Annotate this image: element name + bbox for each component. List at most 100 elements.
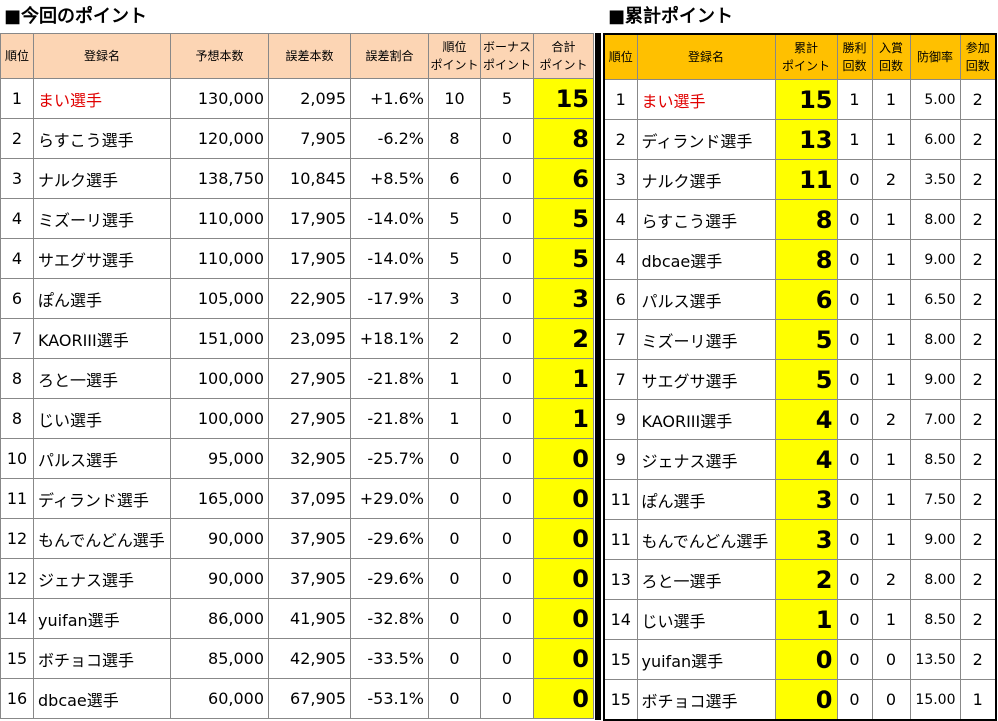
column-header: 順位 — [0, 33, 34, 79]
cell: ろと一選手 — [33, 358, 171, 399]
cell: ミズーリ選手 — [33, 198, 171, 239]
table-row: 8 ろと一選手 100,000 27,905 -21.8% 1 0 1 — [0, 358, 594, 399]
cell: dbcae選手 — [636, 239, 776, 280]
cell: -17.9% — [350, 278, 429, 319]
cell: 1 — [603, 79, 638, 120]
header-text: 入賞 — [878, 41, 903, 55]
table-row: 4 サエグサ選手 110,000 17,905 -14.0% 5 0 5 — [0, 238, 594, 279]
cell: 0 — [871, 639, 911, 680]
total-points: 0 — [533, 478, 594, 519]
cell: 0 — [480, 478, 534, 519]
column-header: 累計 ポイント — [774, 33, 838, 80]
cell: 1 — [871, 439, 911, 480]
cell: 0 — [480, 318, 534, 359]
cell: まい選手 — [636, 79, 776, 120]
cell: 100,000 — [170, 358, 269, 399]
column-header: 勝利 回数 — [836, 33, 873, 80]
cell: 110,000 — [170, 238, 269, 279]
cell: 0 — [428, 558, 481, 599]
total-points: 0 — [533, 598, 594, 639]
cell: ミズーリ選手 — [636, 319, 776, 360]
cell: 5 — [480, 78, 534, 119]
cell: 12 — [0, 558, 34, 599]
total-points: 1 — [774, 599, 838, 640]
table-row: 1 まい選手 130,000 2,095 +1.6% 10 5 15 — [0, 78, 594, 119]
cell: 6 — [0, 278, 34, 319]
table-row: 15 ボチョコ選手 85,000 42,905 -33.5% 0 0 0 — [0, 638, 594, 679]
cell: らすこう選手 — [33, 118, 171, 159]
cell: 8.50 — [909, 599, 961, 640]
cell: ディランド選手 — [33, 478, 171, 519]
cell: 0 — [836, 319, 873, 360]
header-text: 防御率 — [916, 50, 953, 64]
cell: KAORIII選手 — [33, 318, 171, 359]
cell: 7,905 — [268, 118, 351, 159]
table-row: 16 dbcae選手 60,000 67,905 -53.1% 0 0 0 — [0, 678, 594, 719]
header-row: 順位 登録名 累計 ポイント 勝利 回数 入賞 回数 防御率 参加 回数 — [603, 33, 997, 80]
table-row: 1 まい選手 15 1 1 5.00 2 — [603, 79, 997, 120]
cell: 4 — [0, 198, 34, 239]
cell: 1 — [871, 479, 911, 520]
cell: -14.0% — [350, 198, 429, 239]
table-row: 4 ミズーリ選手 110,000 17,905 -14.0% 5 0 5 — [0, 198, 594, 239]
cell: 32,905 — [268, 438, 351, 479]
cell: 0 — [428, 478, 481, 519]
cell: 2 — [871, 159, 911, 200]
cell: 37,905 — [268, 558, 351, 599]
current-points-table: 順位 登録名 予想本数 誤差本数 誤差割合 順位 ポイント ボーナス ポイント 合計 ポイント 1 まい… — [0, 33, 594, 719]
cell: 11 — [0, 478, 34, 519]
header-text: 回数 — [965, 59, 990, 73]
cell: 105,000 — [170, 278, 269, 319]
cell: 1 — [959, 679, 997, 721]
cell: 2 — [959, 479, 997, 520]
cell: まい選手 — [33, 78, 171, 119]
cell: 0 — [480, 638, 534, 679]
header-text: 誤差本数 — [285, 49, 334, 63]
cell: -29.6% — [350, 558, 429, 599]
cell: 17,905 — [268, 198, 351, 239]
column-header: 参加 回数 — [959, 33, 997, 80]
cell: 0 — [836, 359, 873, 400]
column-header: 入賞 回数 — [871, 33, 911, 80]
cell: 15.00 — [909, 679, 961, 721]
cell: 0 — [428, 518, 481, 559]
cell: もんでんどん選手 — [33, 518, 171, 559]
cell: 0 — [836, 199, 873, 240]
header-text: ポイント — [482, 58, 531, 72]
cell: 5 — [428, 198, 481, 239]
cell: 15 — [603, 639, 638, 680]
cell: 0 — [836, 639, 873, 680]
cell: 1 — [871, 119, 911, 160]
cell: パルス選手 — [33, 438, 171, 479]
cell: ナルク選手 — [636, 159, 776, 200]
cell: 8.00 — [909, 559, 961, 600]
cell: 2 — [959, 159, 997, 200]
cell: 1 — [428, 358, 481, 399]
cell: 27,905 — [268, 398, 351, 439]
header-text: 回数 — [878, 59, 903, 73]
total-points: 4 — [774, 439, 838, 480]
table-row: 10 パルス選手 95,000 32,905 -25.7% 0 0 0 — [0, 438, 594, 479]
total-points: 0 — [533, 518, 594, 559]
cell: 5 — [428, 238, 481, 279]
total-points: 0 — [533, 558, 594, 599]
table-row: 12 もんでんどん選手 90,000 37,905 -29.6% 0 0 0 — [0, 518, 594, 559]
cell: 37,905 — [268, 518, 351, 559]
cell: 4 — [603, 199, 638, 240]
cell: 10 — [0, 438, 34, 479]
cumulative-points-table: 順位 登録名 累計 ポイント 勝利 回数 入賞 回数 防御率 参加 回数 1 まい選手 15 1 1 5.00 2… — [603, 33, 997, 721]
cell: 2 — [959, 359, 997, 400]
table-row: 6 パルス選手 6 0 1 6.50 2 — [603, 279, 997, 320]
cell: 15 — [603, 679, 638, 721]
total-points: 1 — [533, 358, 594, 399]
cell: 0 — [480, 198, 534, 239]
table-row: 7 サエグサ選手 5 0 1 9.00 2 — [603, 359, 997, 400]
cell: 0 — [836, 399, 873, 440]
cell: ジェナス選手 — [636, 439, 776, 480]
cell: ジェナス選手 — [33, 558, 171, 599]
table-row: 4 らすこう選手 8 0 1 8.00 2 — [603, 199, 997, 240]
cell: +1.6% — [350, 78, 429, 119]
cell: 6.00 — [909, 119, 961, 160]
cell: 2 — [871, 559, 911, 600]
